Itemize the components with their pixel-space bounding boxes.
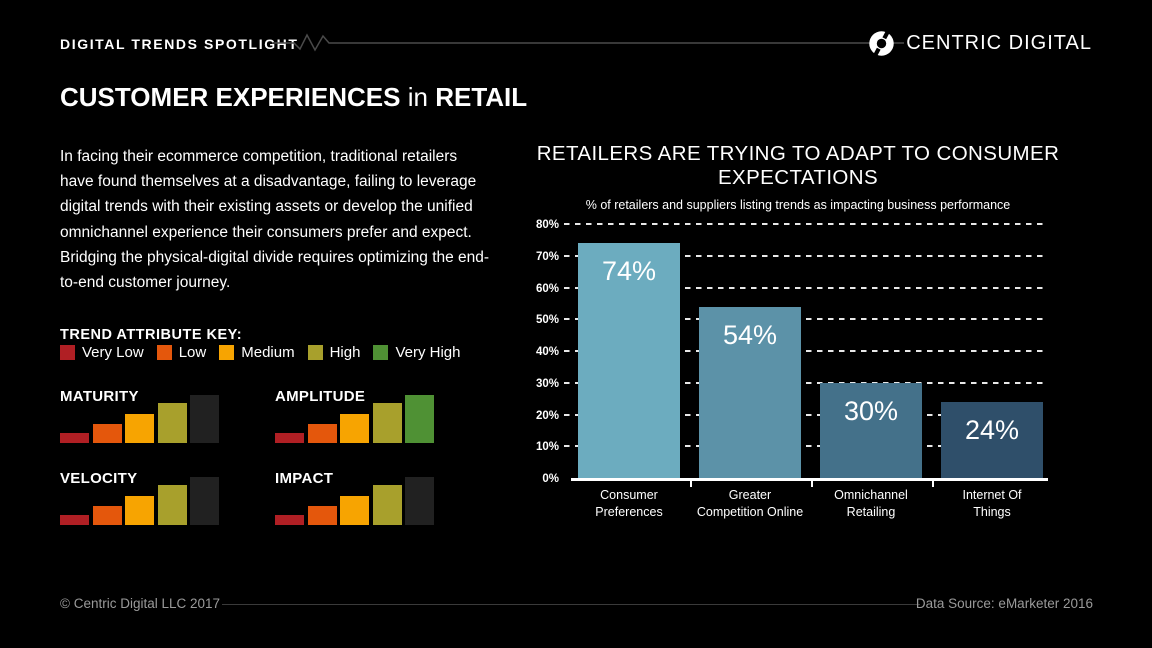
chart-bar-2: 54% bbox=[699, 306, 801, 478]
chart-plot-area: 0% 10% 20% 30% 40% 50% 60% 70% 80% 74% Consumer Pr… bbox=[536, 219, 1048, 519]
chart-title: RETAILERS ARE TRYING TO ADAPT TO CONSUME… bbox=[536, 142, 1060, 189]
pulse-line-icon bbox=[272, 33, 904, 52]
brand-logo-icon bbox=[869, 29, 894, 58]
attribute-label: VELOCITY bbox=[60, 470, 138, 487]
y-axis-label-30: 30% bbox=[535, 377, 559, 390]
attribute-label: MATURITY bbox=[60, 388, 139, 405]
page-title-sub: RETAIL bbox=[435, 82, 528, 112]
trend-key-title: TREND ATTRIBUTE KEY: bbox=[60, 327, 243, 343]
gridline-10 bbox=[564, 445, 1048, 448]
gridline-60 bbox=[564, 286, 1048, 289]
attribute-bar-level-1 bbox=[275, 515, 304, 525]
bar-chart: RETAILERS ARE TRYING TO ADAPT TO CONSUME… bbox=[500, 142, 1096, 519]
intro-paragraph: In facing their ecommerce competition, t… bbox=[60, 148, 490, 292]
y-axis-label-50: 50% bbox=[535, 314, 559, 327]
data-source-text: Data Source: eMarketer 2016 bbox=[915, 596, 1093, 611]
copyright-text: © Centric Digital LLC 2017 bbox=[60, 596, 221, 611]
attribute-bar-level-3 bbox=[125, 496, 154, 525]
attribute-bar-level-5 bbox=[190, 477, 219, 525]
attribute-bar-level-3 bbox=[125, 414, 154, 443]
legend-label: Low bbox=[178, 344, 207, 361]
attribute-bar-level-1 bbox=[275, 433, 304, 443]
attribute-impact: IMPACT bbox=[275, 470, 437, 525]
y-axis-label-0: 0% bbox=[542, 473, 559, 485]
bar-value-label: 54% bbox=[722, 319, 778, 350]
legend-label: Very High bbox=[395, 344, 461, 361]
legend-label: Very Low bbox=[82, 344, 144, 361]
legend-swatch-high bbox=[307, 345, 323, 360]
attribute-bar-level-1 bbox=[60, 515, 89, 525]
attribute-label: IMPACT bbox=[275, 470, 334, 487]
chart-bar-1: 74% bbox=[578, 243, 680, 478]
page-title-connector: in bbox=[407, 82, 428, 112]
x-axis-tick bbox=[931, 478, 934, 487]
y-axis-label-80: 80% bbox=[535, 219, 559, 231]
y-axis-label-70: 70% bbox=[535, 250, 559, 263]
legend-swatch-medium bbox=[219, 345, 235, 360]
attribute-bars bbox=[275, 395, 434, 443]
attribute-bar-level-4 bbox=[157, 403, 187, 443]
attribute-label: AMPLITUDE bbox=[275, 388, 366, 405]
attribute-bar-level-2 bbox=[307, 424, 337, 443]
y-axis-label-10: 10% bbox=[535, 441, 559, 454]
attribute-bar-level-5 bbox=[190, 395, 219, 443]
attribute-bar-level-1 bbox=[60, 433, 89, 443]
legend-label: High bbox=[329, 344, 361, 361]
y-axis-label-40: 40% bbox=[535, 346, 559, 358]
x-axis-tick bbox=[810, 478, 813, 487]
gridline-20 bbox=[564, 413, 1048, 416]
footer-divider bbox=[222, 604, 920, 605]
attribute-bars bbox=[275, 477, 434, 525]
brand: CENTRIC DIGITAL bbox=[867, 29, 1092, 58]
legend-item: Medium bbox=[219, 344, 295, 361]
bar-value-label: 74% bbox=[601, 256, 657, 287]
attribute-bar-level-4 bbox=[157, 485, 187, 525]
attribute-bars bbox=[60, 477, 219, 525]
x-axis-line bbox=[571, 478, 1048, 481]
attribute-bar-level-4 bbox=[372, 485, 402, 525]
attribute-maturity: MATURITY bbox=[60, 388, 222, 443]
legend-item: Very Low bbox=[60, 344, 144, 361]
attribute-bar-level-2 bbox=[92, 424, 122, 443]
eyebrow-title: DIGITAL TRENDS SPOTLIGHT bbox=[60, 36, 299, 52]
chart-bar-3: 30% bbox=[820, 382, 922, 478]
trend-key-legend: Very Low Low Medium High Very High bbox=[60, 344, 461, 361]
legend-label: Medium bbox=[241, 344, 295, 361]
attribute-bar-level-5 bbox=[405, 477, 434, 525]
bar-value-label: 24% bbox=[964, 414, 1020, 445]
attribute-velocity: VELOCITY bbox=[60, 470, 222, 525]
legend-item: Low bbox=[156, 344, 207, 361]
attribute-bar-level-2 bbox=[92, 506, 122, 525]
gridline-50 bbox=[564, 318, 1048, 321]
attribute-amplitude: AMPLITUDE bbox=[275, 388, 437, 443]
brand-name: CENTRIC DIGITAL bbox=[906, 32, 1092, 54]
x-axis-label: Omnichannel Retailing bbox=[834, 488, 908, 519]
attribute-bar-level-2 bbox=[307, 506, 337, 525]
gridline-70 bbox=[564, 254, 1048, 257]
x-axis-tick bbox=[689, 478, 692, 487]
gridline-30 bbox=[564, 381, 1048, 384]
legend-swatch-low bbox=[156, 345, 172, 360]
attribute-bar-level-3 bbox=[340, 496, 369, 525]
page-title: CUSTOMER EXPERIENCES in RETAIL bbox=[60, 82, 527, 113]
legend-swatch-very-low bbox=[60, 345, 75, 360]
legend-item: High bbox=[307, 344, 361, 361]
attribute-bar-level-5 bbox=[405, 395, 434, 443]
legend-swatch-very-high bbox=[373, 345, 389, 360]
chart-bar-4: 24% bbox=[941, 401, 1043, 478]
y-axis-label-20: 20% bbox=[535, 409, 559, 422]
gridline-80 bbox=[564, 223, 1048, 225]
page-title-main: CUSTOMER EXPERIENCES bbox=[60, 82, 401, 112]
bar-value-label: 30% bbox=[843, 395, 899, 426]
y-axis-label-60: 60% bbox=[535, 282, 559, 295]
attribute-bar-level-4 bbox=[372, 403, 402, 443]
attribute-bar-level-3 bbox=[340, 414, 369, 443]
x-axis-label: Consumer Preferences bbox=[595, 488, 663, 519]
legend-item: Very High bbox=[373, 344, 461, 361]
attribute-bars bbox=[60, 395, 219, 443]
x-axis-label: Greater Competition Online bbox=[696, 488, 804, 519]
chart-subtitle: % of retailers and suppliers listing tre… bbox=[585, 198, 1011, 212]
x-axis-label: Internet Of Things bbox=[962, 488, 1022, 519]
gridline-40 bbox=[564, 350, 1048, 352]
